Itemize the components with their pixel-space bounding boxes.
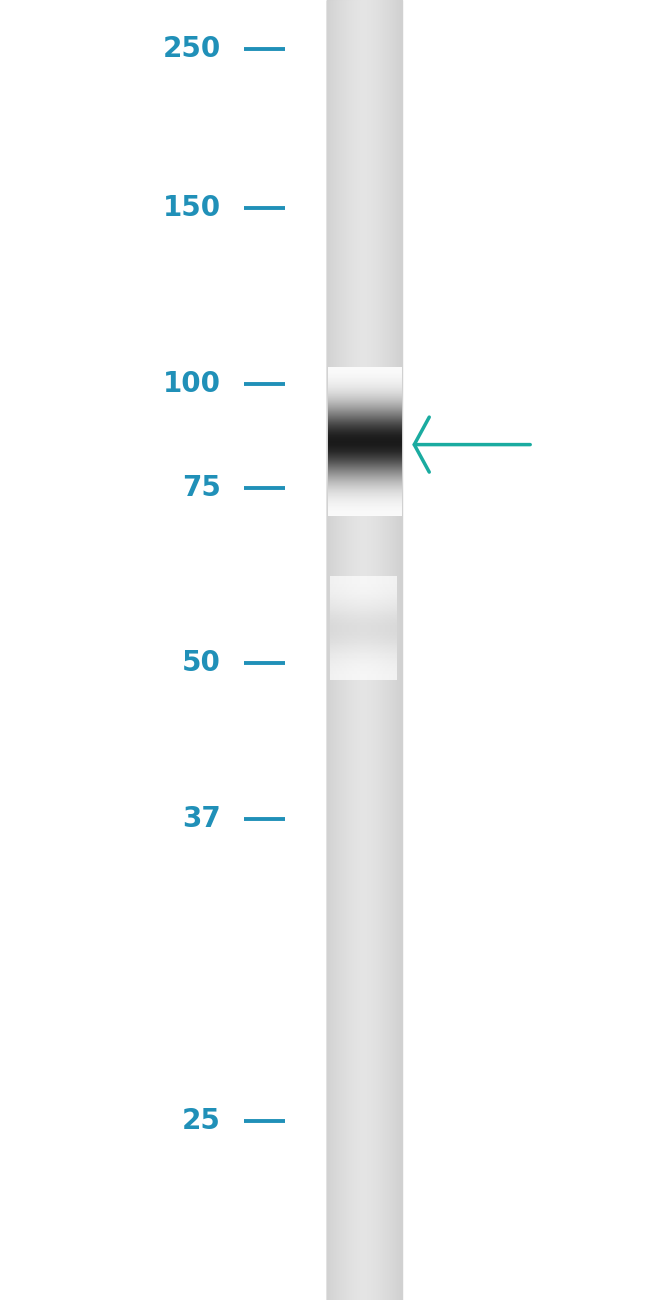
Text: 50: 50 <box>182 649 221 677</box>
Text: 250: 250 <box>162 35 221 64</box>
Text: 37: 37 <box>182 805 221 833</box>
Text: 100: 100 <box>163 369 221 398</box>
Text: 75: 75 <box>182 473 221 502</box>
Text: 25: 25 <box>182 1106 221 1135</box>
Text: 150: 150 <box>163 194 221 222</box>
